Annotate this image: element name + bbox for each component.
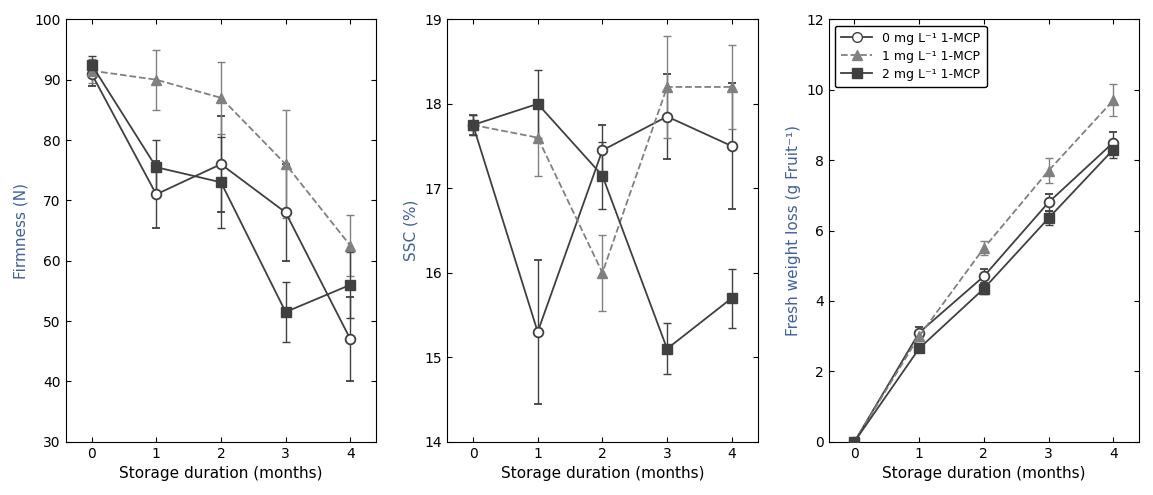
- X-axis label: Storage duration (months): Storage duration (months): [119, 466, 323, 481]
- X-axis label: Storage duration (months): Storage duration (months): [882, 466, 1086, 481]
- Legend: 0 mg L⁻¹ 1-MCP, 1 mg L⁻¹ 1-MCP, 2 mg L⁻¹ 1-MCP: 0 mg L⁻¹ 1-MCP, 1 mg L⁻¹ 1-MCP, 2 mg L⁻¹…: [835, 26, 987, 87]
- Y-axis label: SSC (%): SSC (%): [404, 200, 419, 261]
- Y-axis label: Fresh weight loss (g Fruit⁻¹): Fresh weight loss (g Fruit⁻¹): [785, 125, 800, 336]
- Y-axis label: Firmness (N): Firmness (N): [14, 183, 29, 279]
- X-axis label: Storage duration (months): Storage duration (months): [500, 466, 704, 481]
